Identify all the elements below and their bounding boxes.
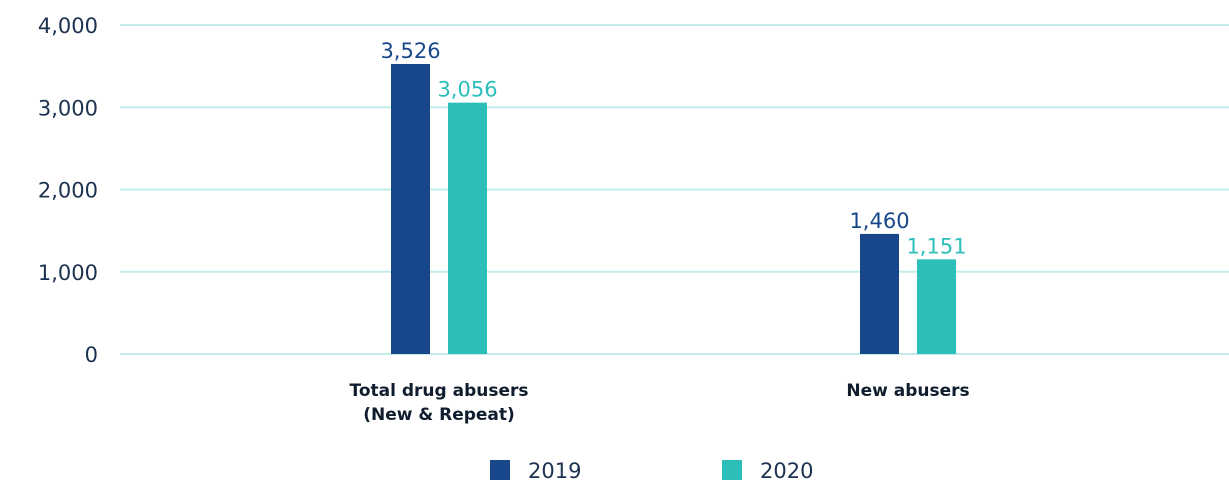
y-tick-label: 2,000 — [38, 179, 98, 203]
data-label-2020-1: 3,056 — [437, 78, 497, 102]
legend: 2019 2020 — [490, 459, 813, 483]
bars — [391, 63, 956, 354]
y-tick-label: 3,000 — [38, 96, 98, 120]
bar-2020-2 — [917, 259, 956, 354]
data-label-2019-2: 1,460 — [849, 209, 909, 233]
gridlines — [120, 24, 1229, 355]
bar-2019-1 — [391, 63, 430, 354]
data-labels: 3,526 1,460 3,056 1,151 — [380, 39, 966, 258]
data-label-2020-2: 1,151 — [906, 234, 966, 258]
data-label-2019-1: 3,526 — [380, 39, 440, 63]
category-label: Total drug abusers — [350, 381, 529, 401]
y-tick-label: 1,000 — [38, 261, 98, 285]
bar-2019-2 — [860, 233, 899, 354]
y-tick-label: 0 — [85, 343, 98, 367]
legend-swatch-2020 — [722, 460, 742, 480]
y-axis: 0 1,000 2,000 3,000 4,000 — [38, 14, 98, 367]
category-label: (New & Repeat) — [363, 405, 515, 425]
legend-label-2019: 2019 — [528, 459, 581, 483]
x-axis: Total drug abusers (New & Repeat) New abus… — [350, 381, 970, 425]
category-label: New abusers — [846, 381, 969, 401]
legend-swatch-2019 — [490, 460, 510, 480]
legend-label-2020: 2020 — [760, 459, 813, 483]
bar-2020-1 — [448, 102, 487, 354]
y-tick-label: 4,000 — [38, 14, 98, 38]
